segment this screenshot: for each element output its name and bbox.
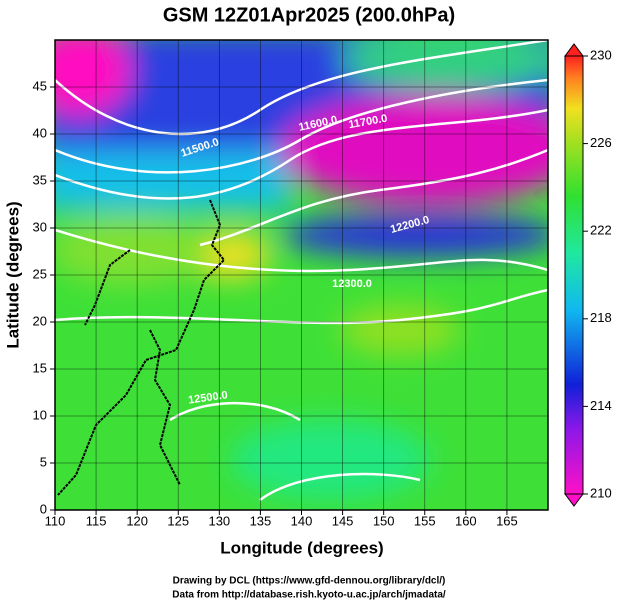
x-tick-label: 125 [167, 513, 189, 528]
colorbar-min-arrow [564, 493, 584, 507]
footer-line: Drawing by DCL (https://www.gfd-dennou.o… [173, 576, 446, 587]
x-tick-label: 140 [291, 513, 313, 528]
y-tick-label: 20 [33, 313, 47, 328]
x-tick-label: 130 [208, 513, 230, 528]
x-tick-label: 165 [496, 513, 518, 528]
contour-label: 12300.0 [332, 278, 372, 290]
y-tick-label: 40 [33, 125, 47, 140]
colorbar [564, 55, 584, 495]
y-tick-label: 45 [33, 78, 47, 93]
x-tick-label: 150 [373, 513, 395, 528]
y-tick-label: 25 [33, 266, 47, 281]
colorbar-tick-label: 218 [590, 310, 612, 325]
chart-title: GSM 12Z01Apr2025 (200.0hPa) [163, 4, 455, 26]
y-tick-label: 0 [40, 501, 47, 516]
footer-line: Data from http://database.rish.kyoto-u.a… [172, 590, 446, 601]
contour-label: 12500.0 [187, 389, 228, 406]
colorbar-tick-label: 222 [590, 223, 612, 238]
field [55, 40, 548, 510]
colorbar-max-arrow [564, 43, 584, 57]
y-axis-label: Latitude (degrees) [3, 201, 22, 348]
colorbar-tick-label: 214 [590, 398, 612, 413]
y-tick-label: 30 [33, 219, 47, 234]
x-tick-label: 135 [250, 513, 272, 528]
y-tick-label: 15 [33, 360, 47, 375]
y-tick-label: 5 [40, 454, 47, 469]
x-tick-label: 160 [455, 513, 477, 528]
x-tick-label: 145 [332, 513, 354, 528]
x-tick-label: 120 [126, 513, 148, 528]
y-tick-label: 35 [33, 172, 47, 187]
colorbar-tick-label: 210 [590, 485, 612, 500]
colorbar-tick-label: 230 [590, 47, 612, 62]
x-tick-label: 115 [86, 513, 107, 528]
y-tick-label: 10 [33, 407, 47, 422]
x-axis-label: Longitude (degrees) [220, 538, 383, 557]
colorbar-tick-label: 226 [590, 135, 612, 150]
x-tick-label: 110 [45, 513, 66, 528]
x-tick-label: 155 [414, 513, 436, 528]
